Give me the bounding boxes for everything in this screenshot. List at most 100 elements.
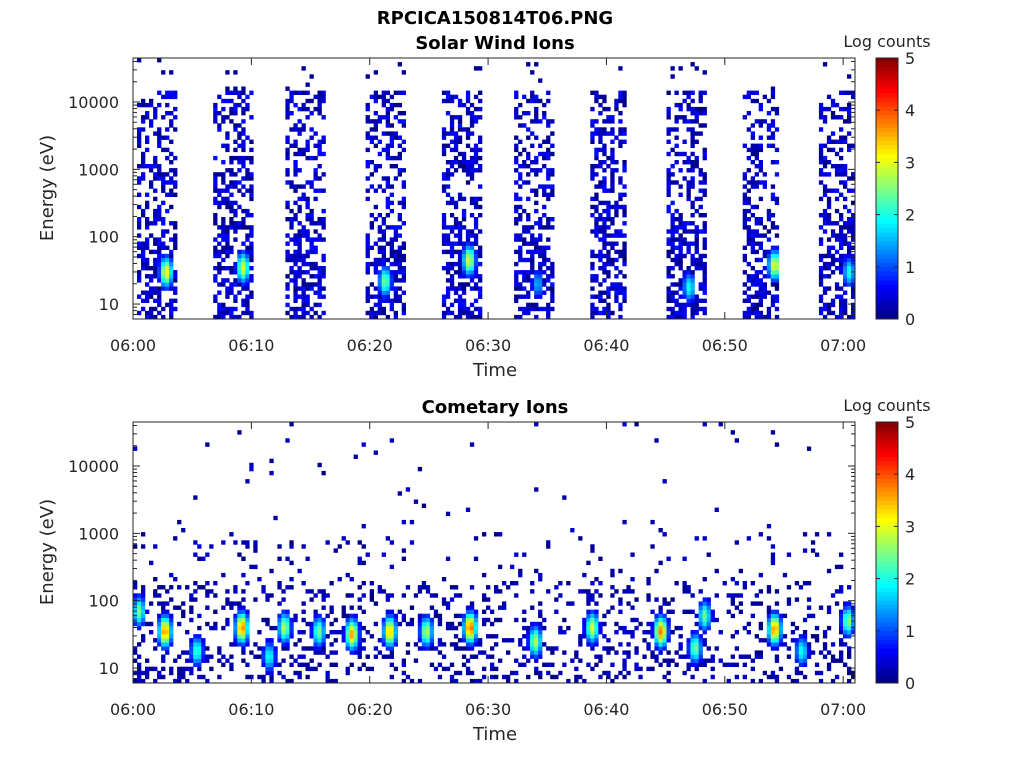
solar-wind-heatmap-cell: [590, 274, 595, 279]
solar-wind-heatmap-cell: [153, 241, 158, 246]
cometary-heatmap-cell: [522, 552, 527, 557]
solar-wind-heatmap-cell: [237, 131, 242, 136]
cometary-heatmap-cell: [353, 634, 358, 639]
solar-wind-heatmap-cell: [843, 261, 848, 267]
solar-wind-heatmap-cell: [213, 155, 218, 161]
solar-wind-heatmap-cell: [141, 164, 146, 169]
solar-wind-heatmap-cell: [670, 282, 675, 287]
solar-wind-heatmap-cell: [514, 282, 519, 287]
cometary-heatmap-cell: [297, 670, 302, 676]
solar-wind-heatmap-cell: [826, 196, 832, 202]
cometary-heatmap-cell: [157, 613, 162, 619]
cometary-heatmap-cell: [646, 593, 651, 598]
cometary-heatmap-cell: [373, 450, 378, 455]
solar-wind-heatmap-cell: [826, 217, 832, 222]
solar-wind-heatmap-cell: [843, 221, 848, 226]
cometary-heatmap-cell: [843, 630, 848, 635]
cometary-heatmap-cell: [770, 634, 776, 639]
cometary-heatmap-cell: [137, 674, 142, 680]
cometary-heatmap-cell: [213, 621, 218, 627]
solar-wind-heatmap-cell: [309, 261, 314, 267]
solar-wind-heatmap-cell: [285, 233, 290, 238]
cometary-heatmap-cell: [546, 646, 551, 651]
cometary-heatmap-cell: [839, 621, 844, 627]
solar-wind-heatmap-cell: [594, 94, 599, 100]
cometary-heatmap-cell: [269, 625, 274, 631]
solar-wind-heatmap-cell: [518, 123, 523, 128]
solar-wind-heatmap-cell: [694, 115, 699, 120]
solar-wind-heatmap-cell: [478, 155, 483, 161]
cometary-heatmap-cell: [698, 638, 703, 643]
cometary-heatmap-cell: [161, 638, 166, 643]
solar-wind-heatmap-cell: [241, 131, 246, 136]
solar-wind-heatmap-cell: [818, 270, 824, 275]
cometary-heatmap-cell: [690, 646, 695, 651]
solar-wind-heatmap-cell: [293, 217, 298, 222]
cometary-heatmap-cell: [490, 634, 495, 639]
solar-wind-heatmap-cell: [686, 286, 691, 291]
solar-wind-heatmap-cell: [770, 86, 776, 91]
cometary-heatmap-cell: [702, 617, 707, 623]
solar-wind-heatmap-cell: [213, 314, 218, 320]
solar-wind-heatmap-cell: [590, 229, 595, 234]
solar-wind-heatmap-cell: [389, 270, 394, 275]
solar-wind-heatmap-cell: [666, 127, 671, 132]
solar-wind-heatmap-cell: [449, 278, 455, 283]
solar-wind-heatmap-cell: [843, 278, 848, 283]
cometary-heatmap-cell: [606, 609, 611, 614]
solar-wind-heatmap-cell: [473, 221, 479, 226]
solar-wind-heatmap-cell: [465, 261, 471, 267]
cometary-heatmap-cell: [425, 630, 431, 635]
cometary-heatmap-cell: [678, 634, 683, 639]
cometary-heatmap-cell: [429, 605, 435, 610]
solar-wind-heatmap-cell: [542, 213, 547, 218]
cometary-heatmap-cell: [313, 638, 318, 643]
solar-wind-x-tick-label: 06:50: [702, 336, 748, 355]
solar-wind-heatmap-cell: [822, 286, 828, 291]
solar-wind-heatmap-cell: [514, 274, 519, 279]
solar-wind-heatmap-cell: [530, 98, 535, 104]
solar-wind-heatmap-cell: [229, 310, 234, 316]
solar-wind-heatmap-cell: [843, 139, 848, 144]
cometary-heatmap-cell: [610, 646, 615, 651]
solar-wind-heatmap-cell: [606, 253, 611, 259]
solar-wind-heatmap-cell: [217, 204, 222, 210]
cometary-heatmap-cell: [345, 666, 350, 672]
cometary-heatmap-cell: [421, 581, 427, 586]
solar-wind-heatmap-cell: [538, 261, 543, 267]
cometary-heatmap-cell: [830, 642, 836, 647]
solar-wind-heatmap-cell: [165, 155, 170, 161]
cometary-heatmap-cell: [598, 581, 603, 586]
solar-wind-heatmap-cell: [153, 270, 158, 275]
cometary-heatmap-cell: [594, 617, 599, 623]
solar-wind-heatmap-cell: [618, 249, 623, 255]
cometary-heatmap-cell: [265, 597, 270, 602]
solar-wind-heatmap-cell: [826, 147, 832, 153]
cometary-heatmap-cell: [634, 662, 639, 667]
cometary-heatmap-cell: [257, 577, 262, 582]
cometary-heatmap-cell: [830, 593, 836, 598]
solar-wind-heatmap-cell: [834, 151, 840, 157]
solar-wind-heatmap-cell: [457, 241, 463, 246]
solar-wind-heatmap-cell: [851, 229, 856, 234]
solar-wind-heatmap-cell: [141, 98, 146, 104]
cometary-heatmap-cell: [281, 609, 286, 614]
solar-wind-heatmap-cell: [317, 188, 322, 193]
solar-wind-heatmap-cell: [169, 139, 174, 144]
cometary-heatmap-cell: [389, 646, 394, 651]
solar-wind-heatmap-cell: [754, 282, 759, 287]
cometary-colorbar-step: [876, 665, 898, 671]
solar-wind-heatmap-cell: [670, 274, 675, 279]
solar-wind-heatmap-cell: [522, 270, 527, 275]
cometary-heatmap-cell: [161, 646, 166, 651]
cometary-heatmap-cell: [646, 646, 651, 651]
cometary-heatmap-cell: [441, 654, 447, 659]
solar-wind-heatmap-cell: [397, 217, 402, 222]
solar-wind-heatmap-cell: [305, 196, 310, 202]
solar-wind-heatmap-cell: [469, 261, 475, 267]
cometary-heatmap-cell: [345, 621, 350, 627]
cometary-heatmap-cell: [241, 625, 246, 631]
solar-wind-heatmap-cell: [590, 204, 595, 210]
cometary-heatmap-cell: [834, 564, 840, 570]
solar-wind-heatmap-cell: [381, 245, 386, 250]
